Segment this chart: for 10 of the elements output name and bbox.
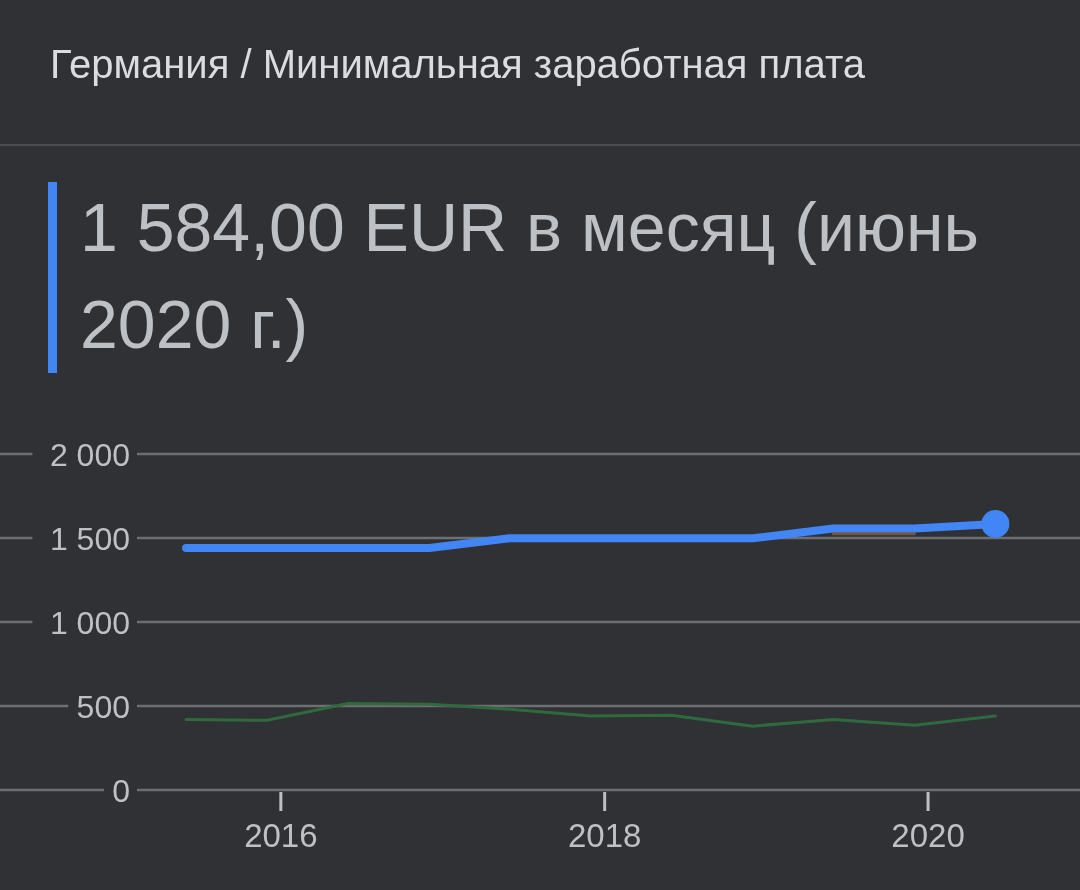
y-tick-label: 1 500 [49, 520, 130, 557]
chart-title: Германия / Минимальная заработная плата [50, 41, 866, 88]
y-tick-label: 0 [112, 772, 130, 809]
y-tick-label: 1 000 [49, 604, 130, 641]
y-tick-label: 2 000 [49, 436, 130, 473]
y-tick-label: 500 [76, 688, 130, 725]
x-tick-label: 2020 [891, 817, 965, 854]
chart-subtitle: 1 584,00 EUR в месяц (июнь 2020 г.) [80, 188, 980, 364]
x-tick-label: 2016 [244, 817, 318, 854]
x-tick-label: 2018 [567, 817, 642, 854]
